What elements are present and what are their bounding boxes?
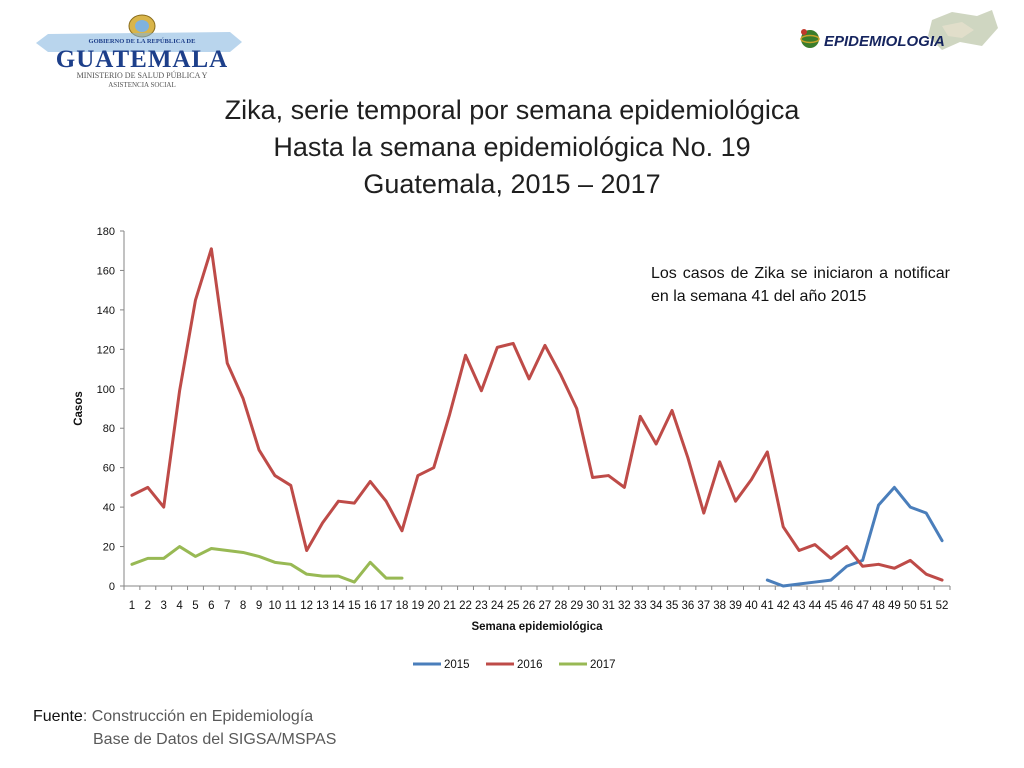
- x-tick-label: 29: [570, 600, 583, 612]
- x-tick-label: 36: [682, 600, 695, 612]
- globe-icon: [800, 29, 820, 48]
- x-tick-label: 24: [491, 600, 504, 612]
- x-tick-label: 39: [729, 600, 742, 612]
- y-tick-label: 120: [97, 344, 115, 356]
- x-tick-label: 34: [650, 600, 663, 612]
- x-tick-label: 20: [427, 600, 440, 612]
- x-tick-label: 6: [208, 600, 214, 612]
- y-tick-label: 80: [103, 423, 115, 435]
- source-line-1: Construcción en Epidemiología: [87, 708, 314, 725]
- x-tick-label: 35: [666, 600, 679, 612]
- world-map-icon: [928, 10, 998, 50]
- x-tick-label: 48: [872, 600, 885, 612]
- x-tick-label: 2: [145, 600, 151, 612]
- guatemala-government-logo: GOBIERNO DE LA REPÚBLICA DE GUATEMALA MI…: [36, 14, 242, 89]
- series-line-2016: [130, 247, 944, 582]
- title-line-2: Hasta la semana epidemiológica No. 19: [273, 132, 751, 162]
- x-tick-label: 43: [793, 600, 806, 612]
- x-tick-label: 5: [192, 600, 198, 612]
- x-tick-label: 19: [411, 600, 424, 612]
- chart-series: [130, 247, 944, 588]
- x-tick-label: 26: [523, 600, 536, 612]
- y-tick-label: 180: [97, 226, 115, 238]
- x-tick-label: 13: [316, 600, 329, 612]
- x-tick-label: 10: [269, 600, 282, 612]
- x-tick-label: 38: [713, 600, 726, 612]
- logo-line2: GUATEMALA: [56, 46, 228, 73]
- x-tick-label: 7: [224, 600, 230, 612]
- coat-of-arms-icon: [128, 14, 156, 38]
- x-tick-label: 4: [176, 600, 183, 612]
- legend-label-2016: 2016: [517, 659, 543, 671]
- x-tick-label: 47: [856, 600, 869, 612]
- x-tick-label: 8: [240, 600, 246, 612]
- x-tick-label: 27: [539, 600, 552, 612]
- source-note: Fuente: Construcción en Epidemiología Ba…: [33, 705, 336, 751]
- chart-legend: 2015 2016 2017: [413, 659, 616, 671]
- epidemiologia-logo-text: EPIDEMIOLOGIA: [824, 33, 945, 50]
- y-tick-label: 40: [103, 502, 115, 514]
- logo-line3: MINISTERIO DE SALUD PÚBLICA Y: [77, 70, 208, 80]
- x-tick-label: 22: [459, 600, 472, 612]
- chart-annotation: Los casos de Zika se iniciaron a notific…: [651, 265, 950, 305]
- y-tick-label: 0: [109, 581, 115, 593]
- x-tick-label: 31: [602, 600, 615, 612]
- y-tick-label: 100: [97, 384, 115, 396]
- logo-line4: ASISTENCIA SOCIAL: [108, 81, 175, 89]
- x-tick-label: 3: [161, 600, 167, 612]
- y-tick-label: 140: [97, 305, 115, 317]
- series-line-2017: [130, 545, 404, 584]
- x-tick-label: 51: [920, 600, 933, 612]
- y-axis-title: Casos: [73, 391, 85, 426]
- x-axis-title: Semana epidemiológica: [471, 621, 603, 633]
- x-tick-label: 16: [364, 600, 377, 612]
- x-tick-label: 45: [824, 600, 837, 612]
- series-line-2015: [765, 485, 944, 588]
- x-tick-label: 46: [840, 600, 853, 612]
- y-tick-label: 20: [103, 542, 115, 554]
- x-tick-label: 28: [554, 600, 567, 612]
- source-label: Fuente: [33, 708, 83, 725]
- x-tick-label: 37: [697, 600, 710, 612]
- source-separator: :: [82, 708, 88, 725]
- x-tick-label: 33: [634, 600, 647, 612]
- legend-label-2015: 2015: [444, 659, 470, 671]
- x-tick-label: 15: [348, 600, 361, 612]
- x-tick-label: 23: [475, 600, 488, 612]
- y-tick-label: 160: [97, 265, 115, 277]
- epidemiologia-logo: EPIDEMIOLOGIA: [800, 10, 998, 50]
- x-tick-label: 11: [285, 600, 297, 612]
- x-tick-label: 32: [618, 600, 631, 612]
- x-tick-label: 9: [256, 600, 262, 612]
- x-tick-label: 49: [888, 600, 901, 612]
- x-tick-label: 12: [300, 600, 313, 612]
- x-tick-label: 44: [809, 600, 822, 612]
- x-tick-label: 21: [443, 600, 456, 612]
- x-tick-label: 40: [745, 600, 758, 612]
- x-tick-label: 41: [761, 600, 774, 612]
- x-tick-label: 42: [777, 600, 790, 612]
- x-tick-label: 18: [396, 600, 409, 612]
- title-line-1: Zika, serie temporal por semana epidemio…: [224, 95, 800, 125]
- x-tick-label: 17: [380, 600, 393, 612]
- x-tick-label: 50: [904, 600, 917, 612]
- source-line-2: Base de Datos del SIGSA/MSPAS: [93, 731, 337, 748]
- legend-label-2017: 2017: [590, 659, 616, 671]
- x-tick-label: 25: [507, 600, 520, 612]
- x-tick-label: 14: [332, 600, 345, 612]
- x-tick-label: 30: [586, 600, 599, 612]
- logo-line1: GOBIERNO DE LA REPÚBLICA DE: [89, 37, 196, 45]
- x-tick-label: 1: [129, 600, 135, 612]
- x-tick-label: 52: [936, 600, 949, 612]
- chart-title: Zika, serie temporal por semana epidemio…: [0, 92, 1024, 203]
- title-line-3: Guatemala, 2015 – 2017: [363, 169, 661, 199]
- y-tick-label: 60: [103, 463, 115, 475]
